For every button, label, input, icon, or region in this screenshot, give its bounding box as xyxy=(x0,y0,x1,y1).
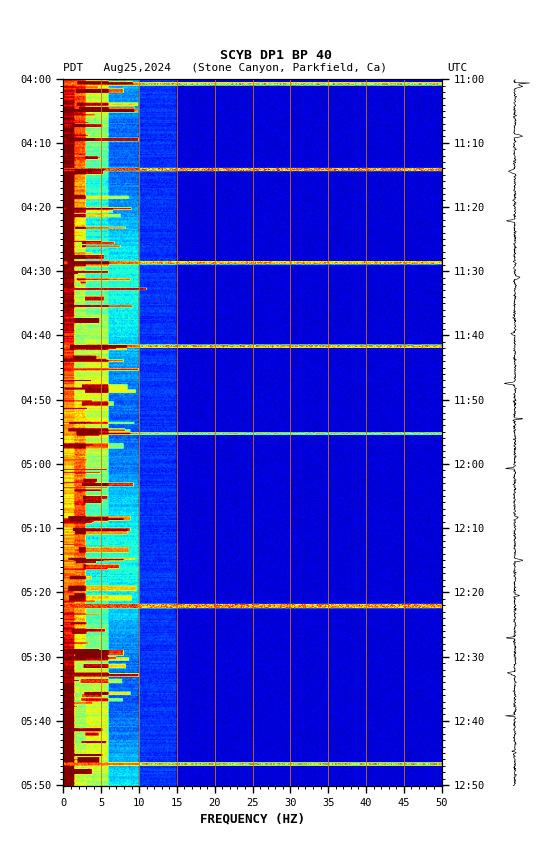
Text: UTC: UTC xyxy=(447,62,468,73)
Text: PDT   Aug25,2024   (Stone Canyon, Parkfield, Ca): PDT Aug25,2024 (Stone Canyon, Parkfield,… xyxy=(63,62,388,73)
Text: SCYB DP1 BP 40: SCYB DP1 BP 40 xyxy=(220,48,332,62)
X-axis label: FREQUENCY (HZ): FREQUENCY (HZ) xyxy=(200,812,305,825)
